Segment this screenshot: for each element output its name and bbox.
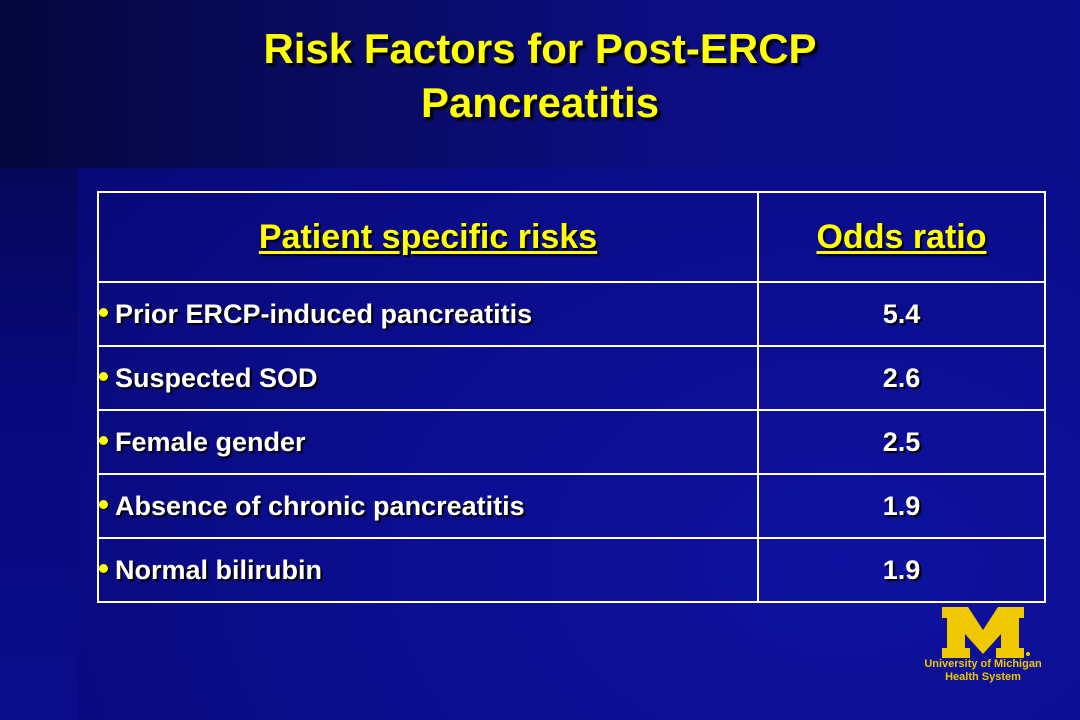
block-m-logo-icon xyxy=(942,607,1030,658)
table-row: Normal bilirubin 1.9 xyxy=(97,537,1046,603)
risk-cell: Female gender xyxy=(97,409,759,475)
slide-title: Risk Factors for Post-ERCP Pancreatitis xyxy=(0,22,1080,130)
risk-cell: Absence of chronic pancreatitis xyxy=(97,473,759,539)
risk-label: Absence of chronic pancreatitis xyxy=(115,490,525,521)
round-bullet-icon xyxy=(99,307,108,317)
odds-ratio-cell: 1.9 xyxy=(757,473,1046,539)
risk-label: Prior ERCP-induced pancreatitis xyxy=(115,298,533,329)
round-bullet-icon xyxy=(99,563,108,573)
risk-label: Suspected SOD xyxy=(115,362,318,393)
left-band xyxy=(0,168,78,720)
title-band xyxy=(0,0,1080,168)
university-of-michigan-logo-text: University of Michigan Health System xyxy=(924,658,1042,684)
round-bullet-icon xyxy=(99,371,108,381)
logo-line-1: University of Michigan xyxy=(924,658,1042,670)
table-row: Female gender 2.5 xyxy=(97,409,1046,475)
header-odds-ratio: Odds ratio xyxy=(757,191,1046,283)
round-bullet-icon xyxy=(99,435,108,445)
risk-label: Normal bilirubin xyxy=(115,554,323,585)
odds-ratio-cell: 1.9 xyxy=(757,537,1046,603)
risk-cell: Normal bilirubin xyxy=(97,537,759,603)
logo-line-2: Health System xyxy=(945,671,1021,683)
header-patient-specific-risks: Patient specific risks xyxy=(97,191,759,283)
table-row: Prior ERCP-induced pancreatitis 5.4 xyxy=(97,281,1046,347)
table-row: Suspected SOD 2.6 xyxy=(97,345,1046,411)
odds-ratio-cell: 2.6 xyxy=(757,345,1046,411)
slide-title-line-1: Risk Factors for Post-ERCP xyxy=(263,25,817,72)
risk-cell: Suspected SOD xyxy=(97,345,759,411)
risk-label: Female gender xyxy=(115,426,306,457)
table-row: Absence of chronic pancreatitis 1.9 xyxy=(97,473,1046,539)
table-header-row: Patient specific risks Odds ratio xyxy=(97,191,1046,283)
round-bullet-icon xyxy=(99,499,108,509)
slide-title-line-2: Pancreatitis xyxy=(420,79,660,126)
risk-factors-table: Patient specific risks Odds ratio Prior … xyxy=(97,191,1046,603)
odds-ratio-cell: 2.5 xyxy=(757,409,1046,475)
risk-cell: Prior ERCP-induced pancreatitis xyxy=(97,281,759,347)
odds-ratio-cell: 5.4 xyxy=(757,281,1046,347)
